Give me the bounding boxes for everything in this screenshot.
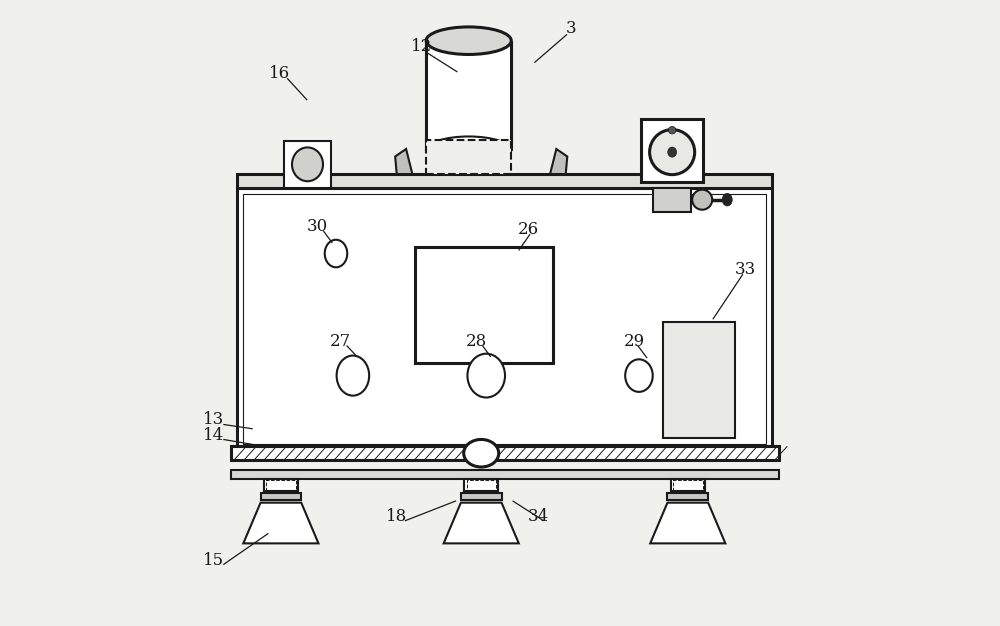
Bar: [641, 119, 703, 182]
Text: 12: 12: [411, 38, 432, 56]
Ellipse shape: [426, 27, 511, 54]
Ellipse shape: [625, 359, 653, 392]
Bar: [264, 479, 298, 491]
Ellipse shape: [464, 439, 499, 467]
Bar: [464, 479, 498, 491]
Text: 29: 29: [624, 332, 645, 350]
Text: 33: 33: [735, 260, 756, 278]
Polygon shape: [550, 149, 567, 174]
Text: 28: 28: [466, 332, 487, 350]
Ellipse shape: [668, 147, 677, 157]
Text: 3: 3: [565, 19, 576, 37]
Bar: [237, 188, 772, 451]
Bar: [261, 493, 301, 500]
Text: 14: 14: [203, 426, 225, 444]
Bar: [231, 470, 779, 479]
Text: 34: 34: [528, 508, 549, 525]
Bar: [243, 194, 766, 444]
Bar: [426, 140, 511, 174]
Bar: [673, 480, 703, 490]
Ellipse shape: [668, 126, 676, 134]
Bar: [667, 493, 708, 500]
Ellipse shape: [325, 240, 347, 267]
Text: 18: 18: [386, 508, 407, 525]
Text: 27: 27: [330, 332, 351, 350]
Bar: [467, 480, 496, 490]
Ellipse shape: [467, 354, 505, 398]
Bar: [461, 493, 502, 500]
Ellipse shape: [426, 136, 511, 164]
Ellipse shape: [292, 148, 323, 182]
Bar: [415, 247, 553, 363]
Bar: [266, 480, 296, 490]
Bar: [231, 446, 779, 460]
Polygon shape: [650, 503, 725, 543]
Bar: [671, 479, 705, 491]
Polygon shape: [243, 503, 318, 543]
Ellipse shape: [722, 193, 732, 206]
Text: 30: 30: [307, 218, 328, 235]
Polygon shape: [395, 149, 412, 174]
Ellipse shape: [692, 190, 712, 210]
Text: 26: 26: [518, 221, 539, 239]
Bar: [663, 322, 735, 438]
Bar: [284, 141, 331, 188]
Ellipse shape: [337, 356, 369, 396]
Text: 13: 13: [203, 411, 225, 428]
Ellipse shape: [650, 130, 695, 175]
Bar: [237, 174, 772, 188]
Text: 15: 15: [203, 552, 224, 569]
Bar: [426, 41, 511, 150]
Text: 16: 16: [269, 64, 290, 82]
Bar: [653, 188, 691, 212]
Polygon shape: [444, 503, 519, 543]
